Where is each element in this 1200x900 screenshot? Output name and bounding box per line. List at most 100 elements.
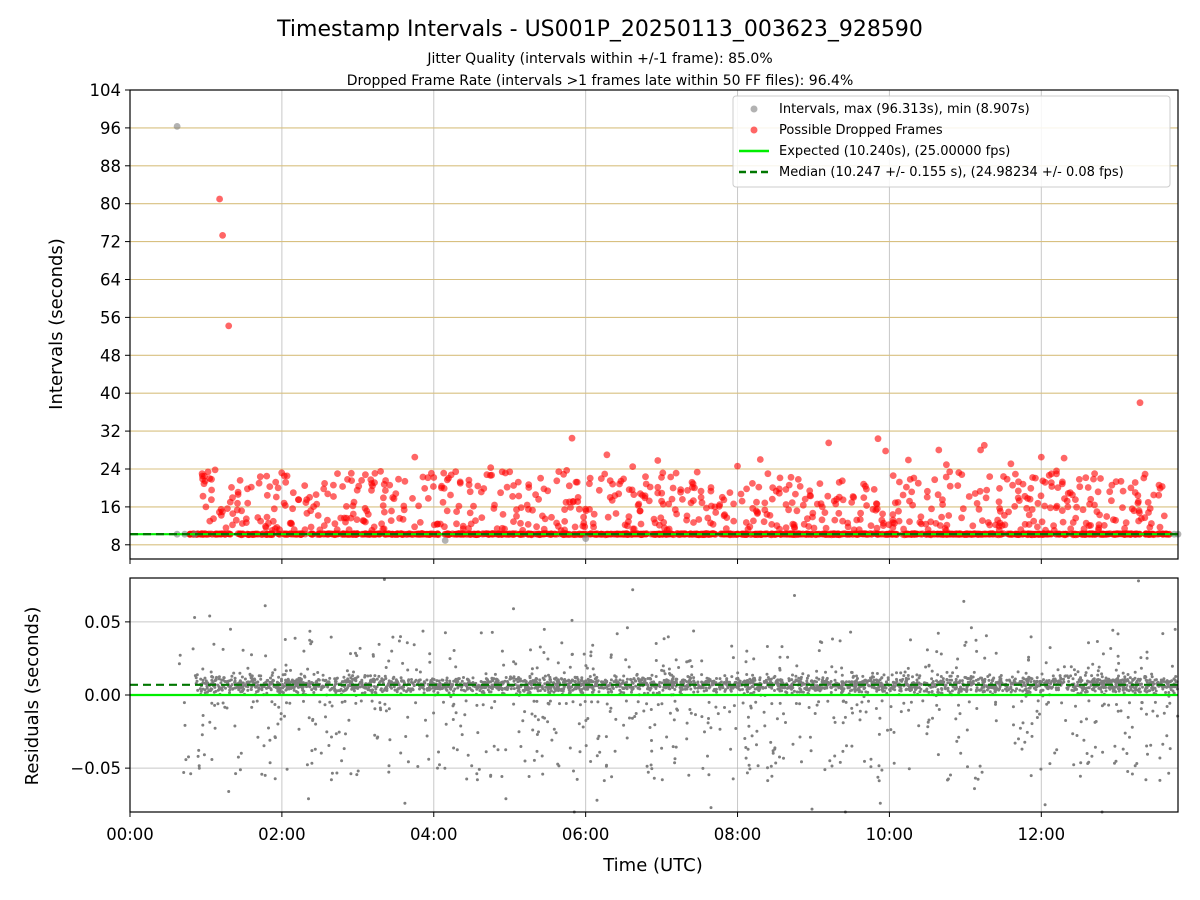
dropped-frame-point [1127,484,1135,492]
residual-point [625,680,629,684]
dropped-frame-point [899,491,907,499]
dropped-frame-point [775,485,783,493]
dropped-frame-point [498,524,506,532]
residual-point [1161,742,1165,746]
residual-point [889,686,893,690]
residual-point [987,678,991,682]
residual-point [573,680,577,684]
dropped-frame-point [835,479,843,486]
residual-point [1101,682,1105,686]
residual-point [701,686,705,690]
residual-point [798,690,801,694]
residual-point [735,677,739,681]
residual-point [370,678,374,682]
dropped-frame-point [755,483,763,491]
dropped-frame-point [917,513,925,521]
dropped-frame-point [1094,488,1102,496]
residual-point [708,679,712,682]
residual-point [775,717,779,721]
residual-point [960,679,964,683]
residual-point [1022,681,1026,685]
interval-point [582,535,590,542]
residual-point [975,707,979,710]
residual-point [696,680,700,684]
dropped-frame-point [1121,525,1128,532]
residual-point [976,777,980,781]
dropped-frame-point [612,510,620,517]
residual-point [693,686,697,690]
dropped-frame-point [1059,478,1066,486]
residual-point [1009,682,1013,686]
residual-point [685,737,689,741]
dropped-frame-point [486,472,494,479]
residual-point [273,777,277,781]
dropped-frame-point [809,509,817,517]
residual-point [295,680,299,684]
residual-point [1090,754,1094,758]
residual-point [1162,711,1166,715]
residual-point [355,773,359,777]
residual-point [399,751,403,755]
residual-point [882,673,886,677]
residual-point [660,681,664,685]
residual-point [1122,686,1126,690]
residual-point [349,676,353,680]
residual-point [1116,632,1120,636]
residual-point [363,674,367,677]
dropped-frame-point [1146,524,1154,531]
dropped-frame-point [224,505,231,512]
residual-point [871,680,875,684]
residual-point [1062,677,1065,681]
residual-point [370,688,374,692]
dropped-frame-point [1160,512,1168,520]
dropped-frame-point [347,469,355,477]
residual-point [234,772,238,776]
residual-point [795,690,799,694]
residual-point [893,688,897,692]
dropped-frame-point [1155,491,1163,499]
dropped-frame-point [882,447,889,455]
dropped-frame-point [720,512,728,520]
residual-point [833,754,837,758]
residual-point [807,706,811,709]
dropped-frame-point [222,524,230,532]
dropped-frame-point [1082,474,1090,482]
residual-point [418,678,422,682]
dropped-frame-point [208,496,215,504]
residual-point [1101,750,1105,754]
residual-point [687,773,691,777]
dropped-frame-point [946,468,954,476]
dropped-frame-point [302,499,310,506]
residual-point [1011,705,1015,709]
residual-point [654,675,658,678]
dropped-frame-point [1091,470,1098,477]
residual-point [560,641,564,645]
residuals-plot: 0.050.00−0.05 00:00 02:00 04:00 06:00 08:00 1… [22,577,1180,876]
dropped-frame-point [831,516,839,524]
residual-point [615,632,619,636]
residual-point [387,770,391,774]
residual-point [484,672,488,676]
dropped-frame-point [199,492,207,500]
residual-point [660,702,664,706]
residual-point [1121,678,1125,682]
residual-point [475,687,479,691]
dropped-frame-point [430,521,438,529]
residual-point [554,731,558,735]
dropped-frame-point [850,494,858,501]
residual-point [549,680,553,684]
residual-point [1026,691,1030,694]
residual-point [787,679,791,683]
dropped-frame-point [1045,471,1053,479]
residual-point [1087,760,1091,764]
residual-point [1076,670,1080,674]
residual-point [955,739,959,743]
dropped-frame-point [411,453,419,461]
residual-point [820,680,824,684]
residual-point [580,676,584,680]
dropped-frame-point [580,513,587,521]
dropped-frame-point [807,492,814,500]
residual-point [196,688,200,692]
residual-point [825,676,829,680]
residual-point [1113,680,1117,684]
